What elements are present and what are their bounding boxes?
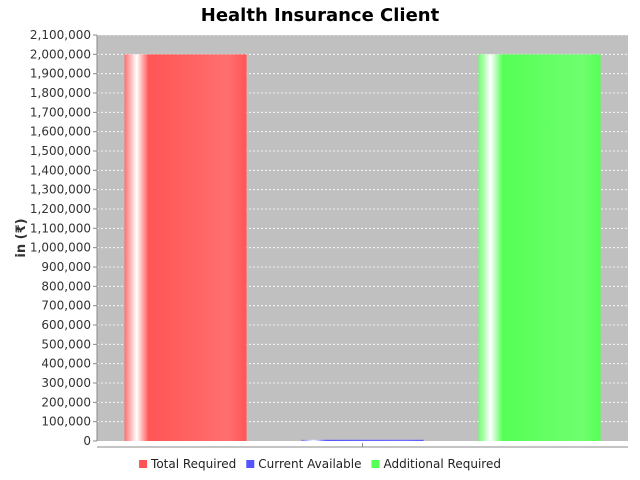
chart-title: Health Insurance Client	[201, 5, 440, 26]
y-tick-labels: 0 100,000 200,000 300,000 400,000 500,000 600,…	[30, 28, 91, 448]
legend-swatch	[139, 460, 148, 468]
y-tick-label: 200,000	[41, 395, 91, 409]
y-tick-label: 1,700,000	[30, 105, 91, 119]
y-tick-label: 1,300,000	[30, 183, 91, 197]
legend-swatch	[371, 460, 380, 468]
y-tick-label: 1,500,000	[30, 144, 91, 158]
legend-label: Current Available	[258, 457, 361, 471]
y-tick-label: 2,000,000	[30, 47, 91, 61]
bars	[124, 54, 601, 441]
y-tick-label: 1,600,000	[30, 125, 91, 139]
y-tick-label: 300,000	[41, 376, 91, 390]
legend-swatch	[246, 460, 255, 468]
y-tick-label: 1,200,000	[30, 202, 91, 216]
y-tick-label: 1,000,000	[30, 241, 91, 255]
y-tick-label: 100,000	[41, 415, 91, 429]
y-tick-label: 1,900,000	[30, 67, 91, 81]
axes	[93, 34, 628, 448]
y-tick-label: 700,000	[41, 299, 91, 313]
y-axis-label: in (₹)	[14, 218, 29, 257]
y-tick-label: 1,800,000	[30, 86, 91, 100]
y-tick-label: 900,000	[41, 260, 91, 274]
y-tick-label: 800,000	[41, 279, 91, 293]
bar-total-required	[124, 54, 247, 441]
y-tick-label: 600,000	[41, 318, 91, 332]
y-tick-label: 0	[83, 434, 91, 448]
legend-label: Additional Required	[383, 457, 500, 471]
y-tick-label: 2,100,000	[30, 28, 91, 42]
y-tick-label: 1,100,000	[30, 221, 91, 235]
legend-label: Total Required	[150, 457, 236, 471]
bar-additional-required	[478, 54, 601, 441]
legend: Total Required Current Available Additiona…	[139, 457, 501, 471]
y-tick-label: 500,000	[41, 337, 91, 351]
y-tick-label: 1,400,000	[30, 163, 91, 177]
y-tick-label: 400,000	[41, 357, 91, 371]
bar-current-available	[301, 439, 424, 441]
